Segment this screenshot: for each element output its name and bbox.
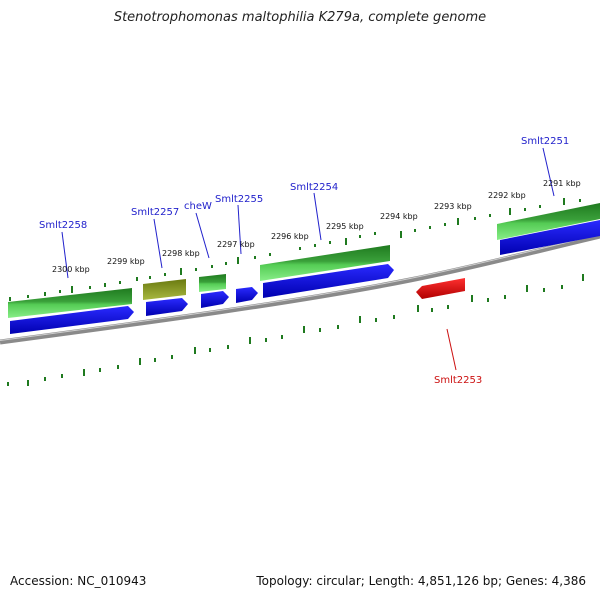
kbp-label: 2295 kbp <box>326 222 364 231</box>
gene-labels: Smlt2258 Smlt2257 cheW Smlt2255 Smlt2254… <box>39 136 569 386</box>
gene-arrow-smlt2251[interactable] <box>500 220 600 255</box>
gene-bar-smlt2258[interactable] <box>8 288 132 318</box>
kbp-label: 2299 kbp <box>107 257 145 266</box>
kbp-label: 2296 kbp <box>271 232 309 241</box>
gene-label-smlt2258[interactable]: Smlt2258 <box>39 220 87 231</box>
genome-title: Stenotrophomonas maltophilia K279a, comp… <box>113 10 487 25</box>
forward-gene-arrows <box>10 220 600 334</box>
gene-label-chew[interactable]: cheW <box>184 201 212 212</box>
kbp-label: 2292 kbp <box>488 191 526 200</box>
genome-summary: Topology: circular; Length: 4,851,126 bp… <box>256 574 586 588</box>
gene-arrow-smlt2255[interactable] <box>236 287 258 303</box>
kbp-label: 2294 kbp <box>380 212 418 221</box>
kbp-label: 2293 kbp <box>434 202 472 211</box>
gene-label-smlt2251[interactable]: Smlt2251 <box>521 136 569 147</box>
gene-label-smlt2257[interactable]: Smlt2257 <box>131 207 179 218</box>
gene-label-smlt2254[interactable]: Smlt2254 <box>290 182 338 193</box>
gene-feature-bars <box>8 203 600 318</box>
kbp-label: 2300 kbp <box>52 265 90 274</box>
label-leader-lines <box>61 147 555 279</box>
kbp-label: 2298 kbp <box>162 249 200 258</box>
lower-tick-row <box>7 274 584 386</box>
gene-bar-chew[interactable] <box>199 274 226 292</box>
gene-bar-smlt2251[interactable] <box>497 203 600 240</box>
gene-bar-smlt2254[interactable] <box>260 245 390 281</box>
gene-bar-smlt2257[interactable] <box>143 279 186 300</box>
gene-arrow-smlt2253[interactable] <box>416 278 465 299</box>
gene-arrow-smlt2257[interactable] <box>146 298 188 316</box>
gene-arrow-chew[interactable] <box>201 291 229 308</box>
gene-arrow-smlt2254[interactable] <box>263 264 394 298</box>
gene-label-smlt2253[interactable]: Smlt2253 <box>434 375 482 386</box>
upper-tick-row <box>9 198 581 301</box>
leader-line-smlt2253 <box>446 328 457 371</box>
gene-label-smlt2255[interactable]: Smlt2255 <box>215 194 263 205</box>
genome-backbone <box>0 233 600 345</box>
gene-arrow-smlt2258[interactable] <box>10 306 134 334</box>
kbp-scale-labels: 2300 kbp 2299 kbp 2298 kbp 2297 kbp 2296… <box>52 179 581 274</box>
kbp-label: 2297 kbp <box>217 240 255 249</box>
kbp-label: 2291 kbp <box>543 179 581 188</box>
accession-label: Accession: NC_010943 <box>10 574 147 588</box>
